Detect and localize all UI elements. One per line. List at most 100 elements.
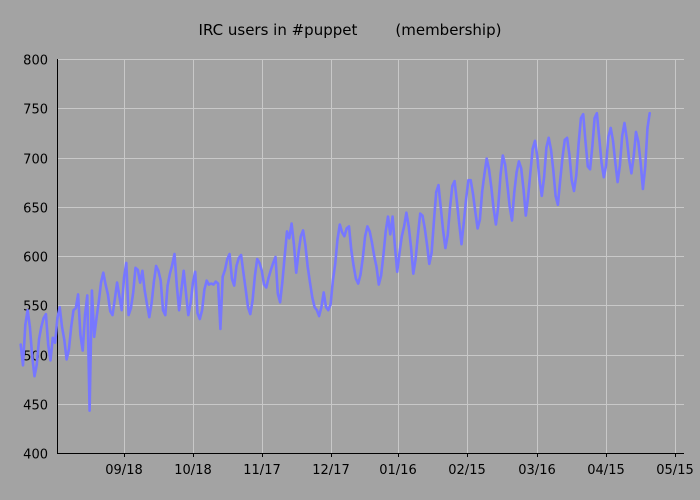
data-point xyxy=(361,257,364,259)
data-point xyxy=(538,179,541,182)
data-point xyxy=(501,154,504,157)
data-point xyxy=(474,210,477,213)
data-point xyxy=(130,307,132,310)
data-point xyxy=(485,157,488,160)
data-point xyxy=(120,309,123,312)
data-point xyxy=(79,333,82,336)
data-point xyxy=(561,156,564,159)
data-point xyxy=(155,265,158,267)
data-point xyxy=(35,363,38,366)
data-point xyxy=(616,181,619,184)
data-point xyxy=(552,169,555,172)
data-point xyxy=(95,317,98,319)
data-point xyxy=(100,281,102,284)
data-point xyxy=(497,205,500,208)
data-point xyxy=(462,221,465,224)
data-point xyxy=(233,284,236,287)
data-point xyxy=(522,188,525,190)
data-point xyxy=(377,283,380,286)
data-point xyxy=(47,343,50,346)
data-point xyxy=(295,271,298,274)
data-point xyxy=(451,185,454,188)
data-point xyxy=(384,230,387,233)
data-point xyxy=(423,227,426,230)
data-point xyxy=(573,190,575,192)
data-point xyxy=(437,184,440,187)
data-point xyxy=(582,113,585,116)
data-point xyxy=(368,230,371,233)
data-point xyxy=(559,179,562,182)
data-point xyxy=(148,316,151,318)
data-point xyxy=(428,263,431,265)
x-axis-tick-labels: 09/18 10/18 11/17 12/17 01/16 02/15 03/16 04/15… xyxy=(105,463,693,478)
data-point xyxy=(584,140,587,143)
data-point xyxy=(527,196,529,198)
data-point xyxy=(506,184,509,187)
data-point xyxy=(439,206,442,209)
data-point xyxy=(350,249,353,252)
data-point xyxy=(628,158,630,161)
data-point xyxy=(511,219,513,222)
data-point xyxy=(419,212,422,215)
data-point xyxy=(93,335,96,338)
data-point xyxy=(29,326,31,328)
data-point xyxy=(38,337,40,340)
chart-title: IRC users in #puppet (membership) xyxy=(199,21,502,39)
data-point xyxy=(435,191,438,193)
data-point xyxy=(382,254,385,256)
y-tick-label-650: 650 xyxy=(23,202,48,217)
data-point xyxy=(589,168,591,171)
data-point xyxy=(536,155,539,158)
x-tick-label-8: 05/15 xyxy=(656,463,693,478)
data-point xyxy=(58,306,61,309)
data-point xyxy=(600,161,603,164)
data-point xyxy=(288,237,291,240)
data-point xyxy=(171,264,174,266)
data-point xyxy=(86,294,89,297)
data-point xyxy=(456,200,458,203)
series-line-0 xyxy=(19,111,651,412)
data-point xyxy=(472,193,474,195)
data-point xyxy=(231,277,233,280)
chart-title-main: IRC users in #puppet xyxy=(199,21,358,39)
data-point xyxy=(642,188,644,190)
data-point xyxy=(504,163,506,166)
data-point xyxy=(178,309,181,312)
data-point xyxy=(302,229,304,232)
data-point xyxy=(134,266,137,269)
data-point xyxy=(499,174,502,177)
data-point xyxy=(449,206,451,209)
data-point xyxy=(31,355,34,358)
x-tick-label-0: 09/18 xyxy=(105,463,142,478)
data-point xyxy=(157,269,160,272)
data-point xyxy=(329,303,332,306)
data-point xyxy=(141,269,144,272)
data-point xyxy=(336,238,339,241)
data-point xyxy=(235,265,238,267)
data-point xyxy=(237,257,240,259)
data-point xyxy=(426,244,428,247)
data-point xyxy=(226,258,229,260)
data-point xyxy=(74,307,77,310)
data-point xyxy=(341,231,343,234)
data-point xyxy=(566,136,568,139)
data-point xyxy=(286,230,288,233)
data-point xyxy=(24,324,27,326)
data-point xyxy=(19,343,22,346)
data-point xyxy=(97,301,100,304)
data-point xyxy=(605,164,607,167)
data-point xyxy=(313,306,316,309)
data-point xyxy=(91,289,93,292)
data-point xyxy=(359,273,362,276)
x-tick-label-1: 10/18 xyxy=(174,463,211,478)
data-point xyxy=(614,161,617,164)
data-point xyxy=(139,281,142,284)
data-point xyxy=(414,258,417,260)
data-point xyxy=(309,281,311,284)
data-point xyxy=(563,138,566,141)
data-point xyxy=(81,349,84,352)
data-point xyxy=(205,279,208,282)
data-point xyxy=(621,134,624,137)
